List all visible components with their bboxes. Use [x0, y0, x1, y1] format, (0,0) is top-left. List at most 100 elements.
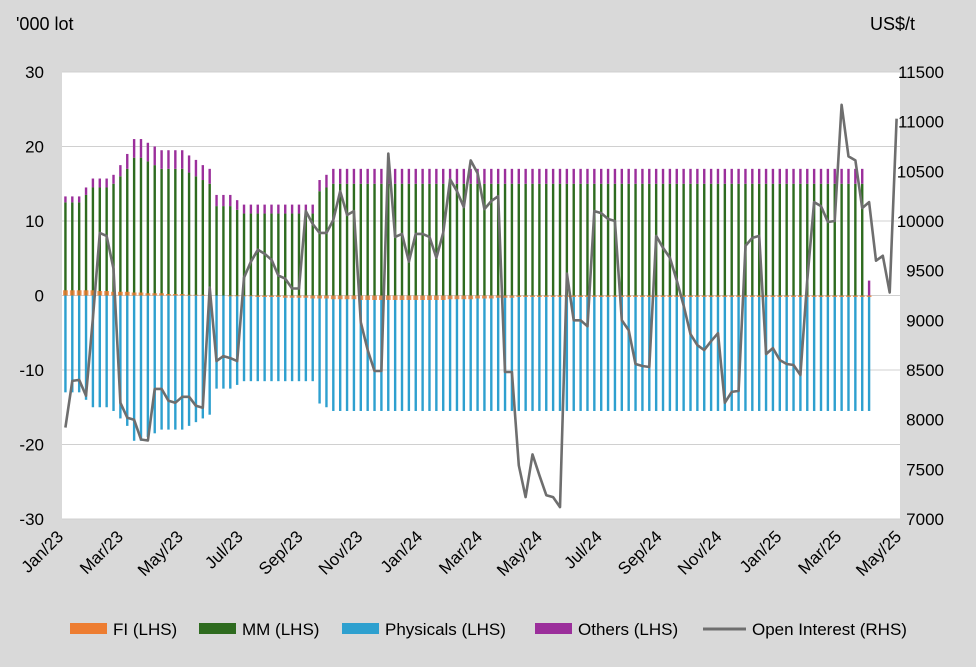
- fi-bar: [310, 295, 316, 299]
- others-bar: [215, 194, 218, 207]
- others-bar: [579, 168, 582, 184]
- physicals-bar: [806, 295, 809, 411]
- mm-bar: [600, 183, 603, 296]
- mm-bar: [194, 176, 198, 296]
- mm-bar: [565, 183, 569, 296]
- mm-bar: [332, 183, 335, 296]
- mm-bar: [77, 202, 81, 296]
- fi-bar: [406, 295, 412, 300]
- others-bar: [496, 168, 500, 184]
- mm-bar: [359, 183, 362, 296]
- mm-bar: [126, 168, 129, 296]
- mm-bar: [284, 213, 287, 296]
- others-bar: [469, 168, 472, 184]
- legend-item: Open Interest (RHS): [703, 620, 907, 639]
- others-bar: [414, 168, 417, 184]
- mm-bar: [256, 213, 259, 296]
- fi-bar: [131, 292, 137, 296]
- others-bar: [654, 168, 658, 184]
- fi-bar: [729, 295, 735, 297]
- physicals-bar: [126, 295, 129, 426]
- fi-bar: [770, 295, 776, 297]
- physicals-bar: [861, 295, 864, 411]
- mm-bar: [716, 183, 720, 296]
- mm-bar: [634, 183, 637, 296]
- right-tick-label: 7500: [906, 460, 944, 479]
- physicals-bar: [833, 295, 836, 411]
- left-axis: -30 -20 -10 0 10 20 30: [19, 63, 44, 529]
- others-bar: [833, 168, 836, 184]
- fi-bar: [619, 295, 625, 297]
- physicals-bar: [572, 295, 575, 411]
- fi-bar: [282, 295, 288, 298]
- fi-bar: [172, 294, 178, 296]
- fi-bar: [701, 295, 707, 297]
- physicals-bar: [91, 295, 95, 408]
- mm-bar: [366, 183, 369, 296]
- mm-bar: [387, 183, 390, 296]
- fi-bar: [763, 295, 769, 297]
- physicals-bar: [318, 295, 321, 404]
- physicals-bar: [545, 295, 548, 411]
- x-tick-label: Sep/23: [255, 527, 307, 579]
- mm-bar: [414, 183, 417, 296]
- fi-bar: [303, 295, 309, 298]
- others-bar: [826, 168, 830, 184]
- others-bar: [77, 196, 81, 203]
- left-tick-label: 30: [25, 63, 44, 82]
- fi-bar: [296, 295, 302, 298]
- fi-bar: [482, 295, 487, 299]
- fi-bar: [124, 291, 130, 296]
- others-bar: [222, 194, 225, 207]
- physicals-bar: [847, 295, 850, 411]
- physicals-bar: [654, 295, 658, 411]
- fi-bar: [681, 295, 687, 297]
- mm-bar: [153, 165, 156, 296]
- fi-bar: [289, 295, 295, 298]
- others-bar: [407, 168, 411, 184]
- others-bar: [105, 178, 108, 188]
- mm-bar: [854, 183, 857, 296]
- mm-bar: [627, 183, 630, 296]
- mm-bar: [531, 183, 534, 296]
- x-tick-label: May/24: [493, 527, 546, 580]
- physicals-bar: [332, 295, 335, 411]
- physicals-bar: [284, 295, 287, 382]
- others-bar: [490, 168, 493, 184]
- mm-bar: [119, 176, 122, 296]
- mm-bar: [812, 183, 816, 296]
- left-axis-unit: '000 lot: [16, 14, 73, 34]
- physicals-bar: [682, 295, 685, 411]
- physicals-bar: [778, 295, 781, 411]
- others-bar: [242, 204, 246, 214]
- others-bar: [606, 168, 610, 184]
- others-bar: [538, 168, 541, 184]
- mm-bar: [242, 213, 246, 296]
- others-bar: [263, 204, 266, 214]
- fi-bar: [76, 290, 82, 296]
- physicals-bar: [826, 295, 830, 411]
- fi-bar: [262, 295, 268, 297]
- others-bar: [373, 168, 376, 184]
- mm-bar: [806, 183, 809, 296]
- fi-bar: [69, 290, 75, 296]
- fi-bar: [90, 290, 96, 296]
- others-bar: [84, 187, 88, 195]
- fi-bar: [784, 295, 790, 297]
- fi-bar: [859, 295, 865, 297]
- others-bar: [380, 168, 383, 184]
- fi-bar: [591, 295, 597, 297]
- physicals-bar: [792, 295, 795, 411]
- fi-bar: [578, 295, 584, 297]
- others-bar: [847, 168, 850, 184]
- physicals-bar: [414, 295, 417, 411]
- others-bar: [819, 168, 823, 184]
- others-bar: [716, 168, 720, 184]
- fi-bar: [640, 295, 645, 297]
- fi-bar: [674, 295, 680, 297]
- mm-bar: [112, 183, 115, 296]
- mm-bar: [448, 183, 452, 296]
- physicals-bar: [517, 295, 520, 411]
- others-bar: [600, 168, 603, 184]
